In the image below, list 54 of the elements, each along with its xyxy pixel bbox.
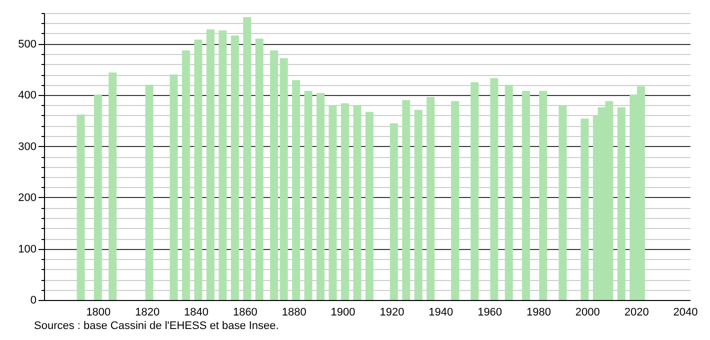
bar [414,110,422,300]
bar [426,97,435,300]
bar [194,40,202,300]
x-tick-label: 2020 [624,306,649,318]
x-tick-label: 2000 [575,306,600,318]
bar [365,112,374,300]
x-tick-label: 1880 [282,306,306,318]
bar [182,50,190,300]
bar [504,84,513,300]
bar [451,101,460,300]
bar [353,105,362,300]
bar [402,100,410,300]
x-tick-label: 2040 [673,306,698,318]
y-tick-label: 0 [30,294,36,306]
x-tick-label: 1860 [232,306,258,318]
bar [230,36,239,300]
bar [76,114,85,300]
bar [328,105,337,300]
x-tick-label: 1800 [86,306,111,318]
y-tick-label: 100 [18,243,36,256]
y-tick-label: 400 [18,90,36,102]
x-tick-label: 1840 [184,306,209,318]
y-tick-label: 500 [18,38,36,50]
x-tick-label: 1920 [380,306,404,318]
bar [145,84,154,300]
bar [270,50,278,300]
bar [522,90,530,300]
bar [94,94,102,300]
x-tick-label: 1940 [428,306,454,318]
bar [539,90,548,300]
bar [292,80,300,300]
bar [490,78,498,300]
bar [316,92,325,300]
bar [170,74,178,300]
bar [340,103,349,300]
bar [255,38,264,300]
bar [470,82,479,300]
x-tick-label: 1820 [135,306,160,318]
bar [558,105,567,300]
bar [243,17,252,300]
bar [617,107,626,300]
bar [304,90,312,300]
bar [390,123,398,300]
x-tick-label: 1960 [478,306,502,318]
x-tick-label: 1980 [526,306,551,318]
bar [280,58,288,300]
bar [580,118,589,300]
y-tick-label: 200 [18,192,36,204]
bar [218,30,227,300]
bar [108,72,117,300]
bar [206,29,214,300]
source-note: Sources : base Cassini de l'EHESS et base Insee. [34,320,279,332]
y-tick-label: 300 [18,140,36,153]
x-tick-label: 1900 [330,306,356,318]
